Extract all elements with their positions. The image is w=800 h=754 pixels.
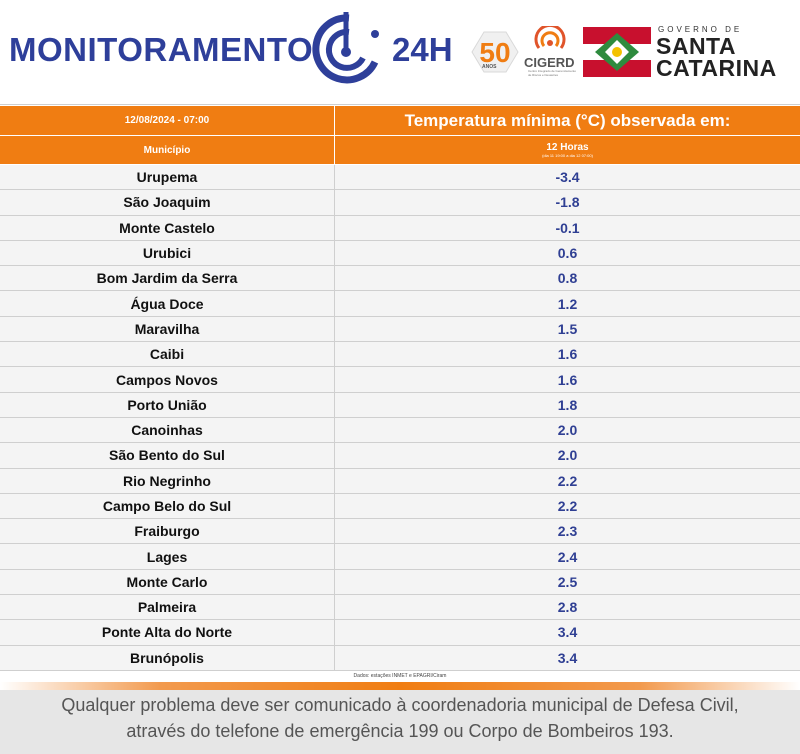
table-row: Lages 2.4 [0,544,800,570]
brand-24h: 24H [392,31,453,68]
table-row: Canoinhas 2.0 [0,417,800,444]
table-row: Monte Castelo -0.1 [0,215,800,241]
temperature-value: 2.5 [557,573,578,590]
table-row: São Joaquim -1.8 [0,190,800,216]
temperature-value: 2.3 [557,523,578,540]
table-row: São Bento do Sul 2.0 [0,443,800,469]
anniversary-50-logo: 50 [471,31,519,73]
table-body: Urupema -3.4 São Joaquim -1.8 Monte Castelo -… [0,165,800,671]
city-name: Porto União [0,392,335,417]
table-row: Urupema -3.4 [0,165,800,191]
period-detail: (dia 11 19:00 a dia 12 07:00) [542,152,593,158]
report-datetime: 12/08/2024 - 07:00 [0,106,335,136]
city-name: Campo Belo do Sul [0,493,335,519]
temperature-value: 1.6 [557,346,578,363]
table-row: Fraiburgo 2.3 [0,519,800,545]
table-title-cell: Temperatura mínima (°C) observada em: [335,106,800,136]
city-name: Fraiburgo [0,519,335,544]
cigerd-signal-icon [534,26,566,49]
table-row: Campos Novos 1.6 [0,367,800,393]
temperature-value: 1.6 [557,371,578,388]
table-row: Água Doce 1.2 [0,291,800,317]
table-header-row-1: 12/08/2024 - 07:00 Temperatura mínima (°… [0,106,800,136]
city-name: São Joaquim [0,190,335,215]
anniversary-number: 50 [479,37,510,68]
temperature-value: 3.4 [557,624,578,641]
city-name: Rio Negrinho [0,468,335,493]
temperature-value: 1.5 [557,320,578,337]
table-row: Brunópolis 3.4 [0,645,800,671]
footer-notice: Qualquer problema deve ser comunicado à … [0,690,800,754]
city-name: Campos Novos [0,367,335,392]
anniversary-label: ANOS [482,64,497,70]
footer-line-2: através do telefone de emergência 199 ou… [126,721,674,741]
city-name: Urubici [0,240,335,266]
footer-line-1: Qualquer problema deve ser comunicado à … [61,695,739,715]
table-row: Porto União 1.8 [0,392,800,418]
temperature-value: 2.4 [557,548,578,565]
temperature-value: 1.2 [557,295,578,312]
table-row: Rio Negrinho 2.2 [0,468,800,494]
city-name: Ponte Alta do Norte [0,620,335,645]
table-row: Maravilha 1.5 [0,316,800,343]
table-title: Temperatura mínima (°C) observada em: [404,110,731,130]
radar-icon [312,12,379,84]
period-label: 12 Horas [546,141,589,153]
city-name: Monte Carlo [0,569,335,595]
santa-catarina-flag [583,27,651,77]
temperature-value: 0.8 [557,270,578,287]
table-row: Monte Carlo 2.5 [0,569,800,596]
city-name: Lages [0,544,335,569]
temperature-value: 2.2 [557,472,578,489]
city-name: Urupema [0,165,335,190]
temperature-value: 2.0 [557,422,578,439]
city-name: Monte Castelo [0,215,335,240]
cigerd-subtitle: Centro Integrado de Gerenciamento de Ris… [528,69,577,77]
temperature-value: 1.8 [557,396,578,413]
data-source-note: Dados: estações INMET e EPAGRI/Ciram [353,673,447,679]
column-header-city: Município [0,136,335,165]
city-name: Palmeira [0,595,335,620]
state-name-line1: SANTA [656,33,737,59]
state-name-line2: CATARINA [656,55,777,81]
table-header-row-2: Município 12 Horas (dia 11 19:00 a dia 1… [0,136,800,165]
table-row: Campo Belo do Sul 2.2 [0,493,800,520]
government-label: GOVERNO DE [658,25,743,34]
page-header: MONITORAMENTO 24H 50 ANOS CIGERD Centro … [0,0,800,105]
city-name: Bom Jardim da Serra [0,266,335,291]
table-row: Caibi 1.6 [0,342,800,368]
temperature-value: 2.8 [557,599,578,616]
temperature-value: 0.6 [557,245,578,262]
temperature-table: 12/08/2024 - 07:00 Temperatura mínima (°… [0,106,800,671]
city-name: Caibi [0,342,335,367]
table-row: Bom Jardim da Serra 0.8 [0,266,800,292]
city-name: Maravilha [0,316,335,342]
column-header-period: 12 Horas (dia 11 19:00 a dia 12 07:00) [335,136,800,165]
table-row: Urubici 0.6 [0,240,800,267]
table-row: Palmeira 2.8 [0,595,800,621]
table-row: Ponte Alta do Norte 3.4 [0,620,800,646]
temperature-value: -1.8 [555,194,580,211]
brand-title: MONITORAMENTO [9,31,314,68]
temperature-value: 2.2 [557,498,578,514]
cigerd-logo-text: CIGERD [524,55,575,70]
temperature-value: 3.4 [557,649,578,666]
city-name: Brunópolis [0,645,335,670]
city-name: São Bento do Sul [0,443,335,468]
temperature-value: -0.1 [555,219,580,236]
temperature-value: 2.0 [557,447,578,464]
orange-divider [0,682,800,690]
city-name: Água Doce [0,291,335,316]
state-name: SANTA CATARINA [656,33,777,81]
temperature-value: -3.4 [555,169,580,186]
city-name: Canoinhas [0,417,335,443]
